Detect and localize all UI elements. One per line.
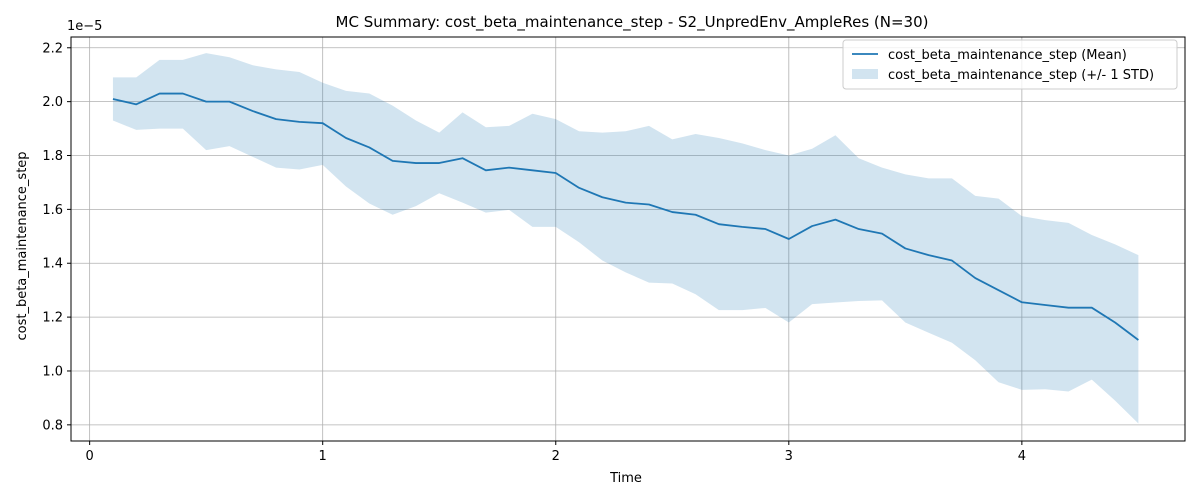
y-tick-label: 1.4 <box>42 257 63 272</box>
x-tick-label: 2 <box>552 449 560 464</box>
y-tick-label: 1.6 <box>42 203 63 218</box>
y-tick-label: 1.0 <box>42 364 63 379</box>
x-axis-title: Time <box>609 471 642 486</box>
y-tick-label: 2.0 <box>42 95 63 110</box>
std-band <box>112 53 1139 424</box>
y-tick-label: 1.8 <box>42 149 63 164</box>
plot-frame <box>70 36 1186 442</box>
mean-line-layer <box>112 92 1139 341</box>
legend-frame <box>842 39 1178 90</box>
y-axis-offset-label: 1e−5 <box>67 19 102 34</box>
grid <box>71 37 1185 441</box>
std-band-layer <box>112 53 1139 424</box>
y-tick-label: 2.2 <box>42 41 63 56</box>
legend-std-label: cost_beta_maintenance_step (+/- 1 STD) <box>888 68 1154 83</box>
mean-line <box>112 92 1139 341</box>
y-tick-label: 0.8 <box>42 418 63 433</box>
legend-std-swatch <box>852 69 878 79</box>
x-tick-label: 4 <box>1018 449 1026 464</box>
x-axis-ticks: 0 1 2 3 4 <box>86 441 1026 464</box>
x-tick-label: 3 <box>785 449 793 464</box>
legend: cost_beta_maintenance_step (Mean) cost_b… <box>842 39 1178 90</box>
chart-title: MC Summary: cost_beta_maintenance_step -… <box>336 13 929 32</box>
y-axis-ticks: 0.8 1.0 1.2 1.4 1.6 1.8 2.0 2.2 <box>42 41 71 433</box>
legend-mean-label: cost_beta_maintenance_step (Mean) <box>888 48 1127 63</box>
x-tick-label: 1 <box>319 449 327 464</box>
y-axis-title: cost_beta_maintenance_step <box>15 151 30 340</box>
x-tick-label: 0 <box>86 449 94 464</box>
y-tick-label: 1.2 <box>42 311 63 326</box>
